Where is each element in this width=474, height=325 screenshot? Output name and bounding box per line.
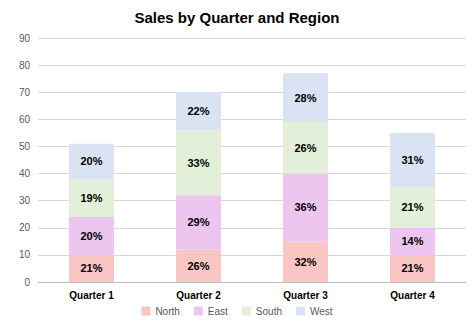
svg-text:East: East (208, 306, 228, 317)
svg-text:26%: 26% (294, 142, 316, 154)
svg-text:North: North (155, 306, 179, 317)
svg-text:70: 70 (19, 87, 31, 98)
svg-text:60: 60 (19, 114, 31, 125)
svg-text:0: 0 (24, 277, 30, 288)
svg-text:26%: 26% (187, 260, 209, 272)
svg-text:29%: 29% (187, 216, 209, 228)
svg-text:West: West (310, 306, 333, 317)
svg-text:30: 30 (19, 195, 31, 206)
svg-text:South: South (256, 306, 282, 317)
svg-text:20: 20 (19, 222, 31, 233)
svg-text:28%: 28% (294, 92, 316, 104)
svg-text:20%: 20% (80, 230, 102, 242)
svg-text:90: 90 (19, 33, 31, 44)
svg-text:33%: 33% (187, 157, 209, 169)
svg-text:Quarter 3: Quarter 3 (283, 290, 328, 301)
svg-text:14%: 14% (401, 235, 423, 247)
svg-text:50: 50 (19, 141, 31, 152)
svg-text:Quarter 2: Quarter 2 (176, 290, 221, 301)
svg-text:19%: 19% (80, 192, 102, 204)
svg-text:32%: 32% (294, 256, 316, 268)
svg-text:21%: 21% (80, 262, 102, 274)
svg-text:40: 40 (19, 168, 31, 179)
svg-text:21%: 21% (401, 262, 423, 274)
svg-text:22%: 22% (187, 105, 209, 117)
svg-text:80: 80 (19, 60, 31, 71)
svg-text:20%: 20% (80, 155, 102, 167)
svg-text:36%: 36% (294, 201, 316, 213)
svg-text:31%: 31% (401, 154, 423, 166)
svg-text:Sales by Quarter and Region: Sales by Quarter and Region (134, 9, 339, 26)
svg-text:10: 10 (19, 249, 31, 260)
svg-text:Quarter 4: Quarter 4 (390, 290, 435, 301)
svg-text:Quarter 1: Quarter 1 (69, 290, 114, 301)
svg-text:21%: 21% (401, 201, 423, 213)
